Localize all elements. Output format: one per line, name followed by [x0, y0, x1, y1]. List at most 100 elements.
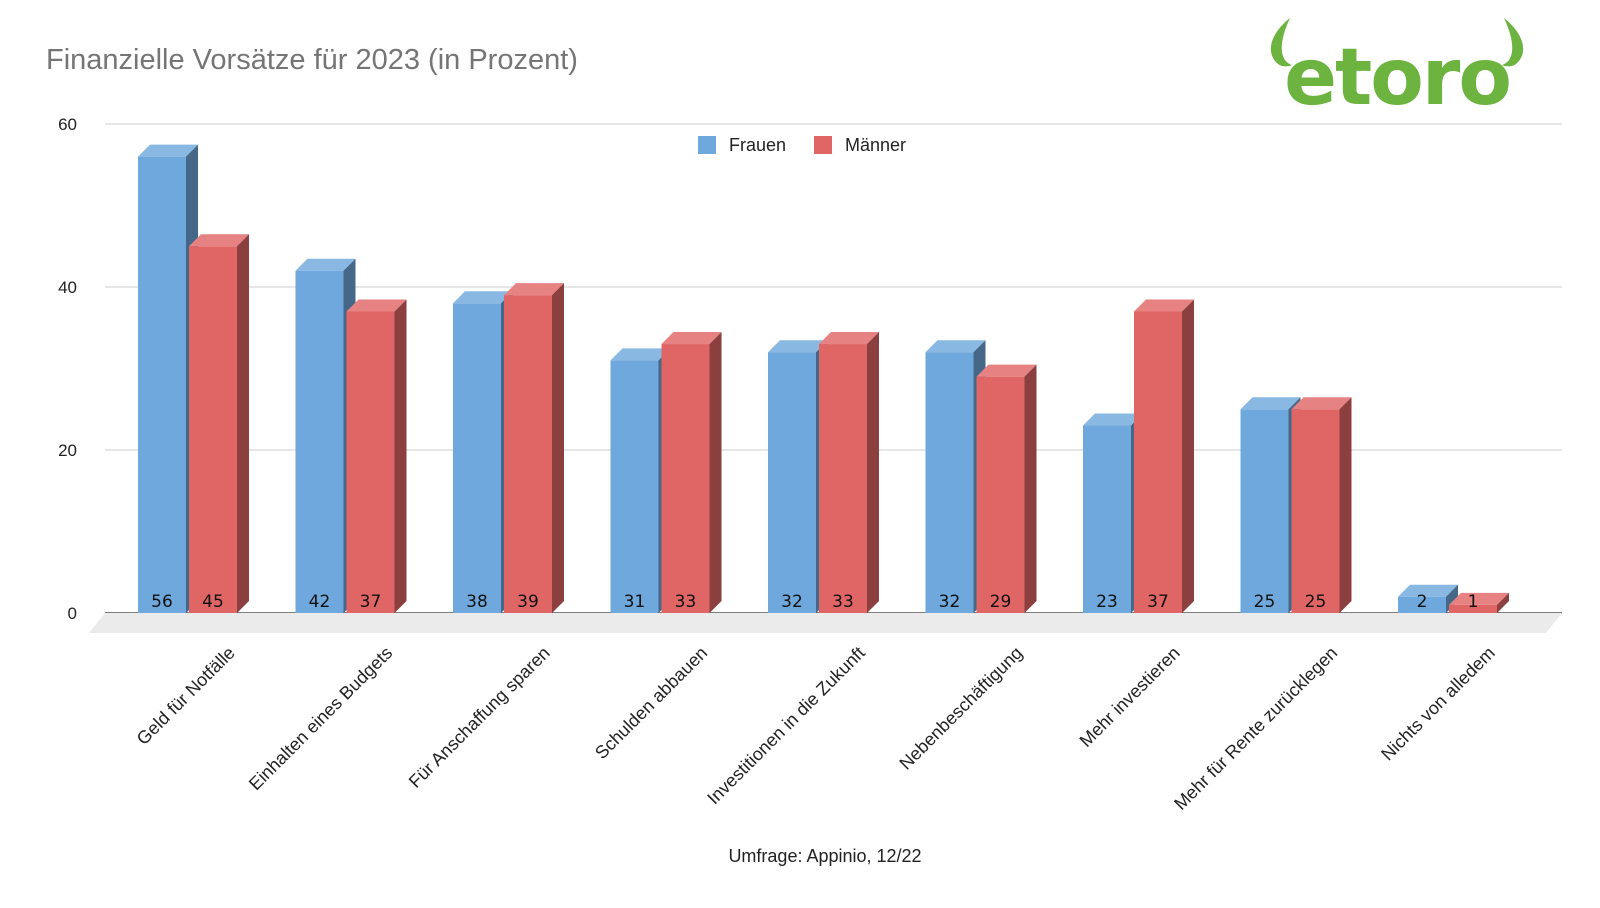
y-tick-label: 60 [58, 115, 77, 134]
bar-top [1240, 397, 1301, 410]
x-tick-label: Investitionen in die Zukunft [703, 643, 869, 809]
source-note: Umfrage: Appinio, 12/22 [728, 846, 922, 866]
bar: 25 [1291, 397, 1352, 613]
legend: Frauen Männer [698, 135, 906, 155]
bar-front [1398, 596, 1446, 613]
bar-front [819, 344, 867, 613]
bar-top [295, 258, 356, 271]
bar-front [1291, 409, 1340, 613]
bar-front [346, 311, 395, 613]
y-axis-ticks: 0 20 40 60 [58, 115, 77, 623]
x-tick-label: Geld für Notfälle [133, 643, 239, 749]
x-tick-label: Für Anschaffung sparen [405, 643, 554, 792]
bar: 33 [819, 332, 879, 613]
data-label: 1 [1468, 592, 1479, 612]
x-tick-label: Einhalten eines Budgets [245, 643, 396, 794]
bar-top [661, 332, 722, 345]
x-tick-label: Nebenbeschäftigung [895, 643, 1026, 774]
bar-top [1449, 592, 1509, 605]
bar-top [138, 144, 198, 157]
bar-top [1398, 584, 1458, 597]
logo-right-horn [1502, 18, 1524, 67]
data-label: 31 [624, 592, 646, 612]
bar-front [1134, 311, 1182, 613]
bar-front [1240, 409, 1289, 613]
bar-top [189, 234, 249, 247]
data-label: 38 [466, 592, 488, 612]
bar: 39 [504, 283, 564, 613]
bar-side [867, 332, 879, 613]
bar-front [295, 270, 344, 613]
bar-side [1182, 299, 1194, 613]
bar-top [976, 364, 1037, 377]
bar: 1 [1449, 592, 1509, 613]
data-label: 37 [360, 592, 382, 612]
legend-swatch [814, 136, 832, 154]
x-tick-label: Mehr für Rente zurücklegen [1170, 643, 1341, 814]
bar-top [1083, 413, 1143, 426]
data-label: 56 [151, 592, 173, 612]
bar-side [709, 332, 722, 613]
logo-wordmark: etoro [1284, 33, 1510, 112]
bar-top [346, 299, 407, 312]
bar-top [768, 340, 828, 353]
bar-side [394, 299, 407, 613]
bar-side [1339, 397, 1352, 613]
bar-front [1083, 425, 1131, 613]
data-label: 32 [781, 592, 803, 612]
data-label: 33 [675, 592, 697, 612]
bar-top [1291, 397, 1352, 410]
data-label: 32 [939, 592, 961, 612]
data-label: 23 [1096, 592, 1118, 612]
bar-top [819, 332, 879, 345]
data-label: 45 [202, 592, 224, 612]
bar-front [768, 352, 816, 613]
y-tick-label: 0 [68, 604, 77, 623]
legend-swatch [698, 136, 716, 154]
data-label: 42 [309, 592, 331, 612]
bar: 29 [976, 364, 1037, 613]
bar-top [610, 348, 671, 361]
bar-front [925, 352, 974, 613]
data-label: 33 [832, 592, 854, 612]
bar-front [976, 376, 1025, 613]
x-axis-labels: Geld für Notfälle Einhalten eines Budgets… [133, 643, 1499, 814]
bar-front [453, 303, 501, 613]
y-tick-label: 20 [58, 441, 77, 460]
data-label: 25 [1305, 592, 1327, 612]
bar: 37 [1134, 299, 1194, 613]
chart-floor-plane [89, 613, 1562, 633]
bar-side [1024, 364, 1037, 613]
bar-front [189, 246, 237, 613]
legend-label: Männer [845, 135, 906, 155]
bar-front [661, 344, 710, 613]
bar-front [1449, 604, 1497, 613]
bar-side [237, 234, 249, 613]
bar-front [504, 295, 552, 613]
bars: 56 45 42 37 38 39 31 33 32 33 32 29 23 37 25 25 2 1 [138, 144, 1509, 613]
data-label: 29 [990, 592, 1012, 612]
bar-front [610, 360, 659, 613]
x-tick-label: Nichts von alledem [1377, 643, 1499, 765]
bar-top [453, 291, 513, 304]
data-label: 25 [1254, 592, 1276, 612]
y-tick-label: 40 [58, 278, 77, 297]
bar-top [1134, 299, 1194, 312]
bar: 45 [189, 234, 249, 613]
legend-label: Frauen [729, 135, 786, 155]
bar-top [925, 340, 986, 353]
chart-floor [89, 613, 1562, 633]
bar: 37 [346, 299, 407, 613]
bar-top [504, 283, 564, 296]
logo-left-horn [1270, 18, 1292, 67]
bar-side [552, 283, 564, 613]
bar-side [1497, 592, 1509, 613]
x-tick-label: Mehr investieren [1076, 643, 1184, 751]
data-label: 37 [1147, 592, 1169, 612]
etoro-logo: etoro [1270, 18, 1524, 112]
chart-title: Finanzielle Vorsätze für 2023 (in Prozen… [46, 44, 578, 76]
data-label: 39 [517, 592, 539, 612]
data-label: 2 [1417, 592, 1428, 612]
bar: 33 [661, 332, 722, 613]
